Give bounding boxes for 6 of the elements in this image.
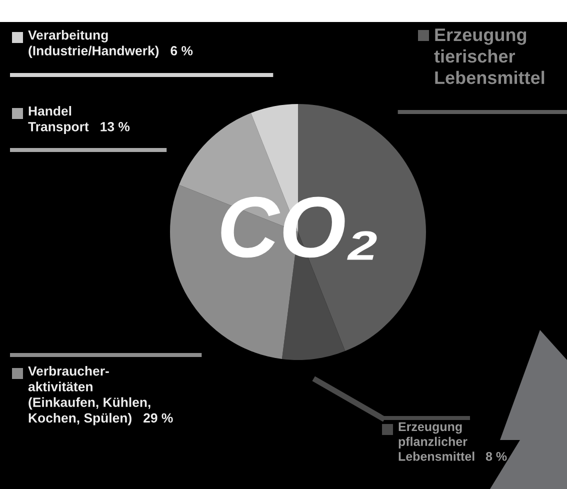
legend-label: Verarbeitung (Industrie/Handwerk) 6 % (28, 30, 193, 58)
legend-label: Verbraucher- aktivitäten (Einkaufen, Kühlen, Kochen, Spülen) 29 % (28, 366, 173, 426)
legend-label: Erzeugung tierischer Lebensmittel (434, 28, 544, 84)
legend-label: Handel Transport 13 % (28, 106, 130, 134)
legend-label: Erzeugung pflanzlicher Lebensmittel 8 % (398, 422, 507, 461)
text: CO₂ (221, 196, 377, 260)
